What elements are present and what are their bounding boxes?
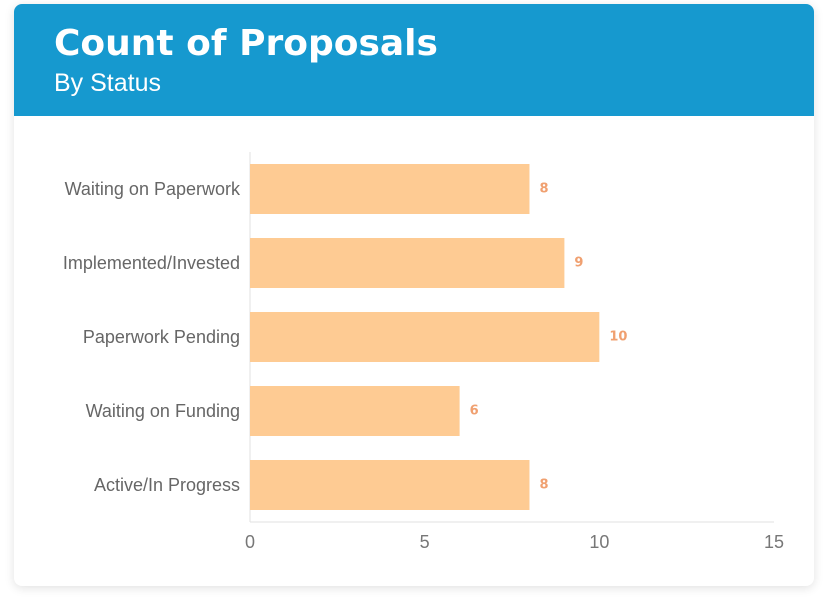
bar[interactable] <box>250 312 600 362</box>
chart-subtitle: By Status <box>54 69 161 97</box>
bar[interactable] <box>250 460 530 510</box>
x-tick-label: 5 <box>420 532 430 552</box>
category-label: Waiting on Funding <box>86 401 240 421</box>
chart-title: Count of Proposals <box>54 23 438 64</box>
data-label: 10 <box>609 330 627 345</box>
category-label: Waiting on Paperwork <box>65 179 241 199</box>
bar-chart: Waiting on Paperwork 8 Implemented/Investe… <box>63 152 784 552</box>
data-label: 8 <box>539 478 548 493</box>
bar[interactable] <box>250 164 530 214</box>
category-label: Implemented/Invested <box>63 253 240 273</box>
data-label: 6 <box>470 404 479 419</box>
chart-card: Count of Proposals By Status Waiting on … <box>14 4 814 586</box>
card-header: Count of Proposals By Status <box>14 4 814 116</box>
data-label: 9 <box>574 256 583 271</box>
data-label: 8 <box>539 182 548 197</box>
bar[interactable] <box>250 238 565 288</box>
x-tick-label: 0 <box>245 532 255 552</box>
x-tick-label: 15 <box>764 532 784 552</box>
x-tick-label: 10 <box>589 532 609 552</box>
category-label: Active/In Progress <box>94 475 240 495</box>
bar[interactable] <box>250 386 460 436</box>
category-label: Paperwork Pending <box>83 327 240 347</box>
